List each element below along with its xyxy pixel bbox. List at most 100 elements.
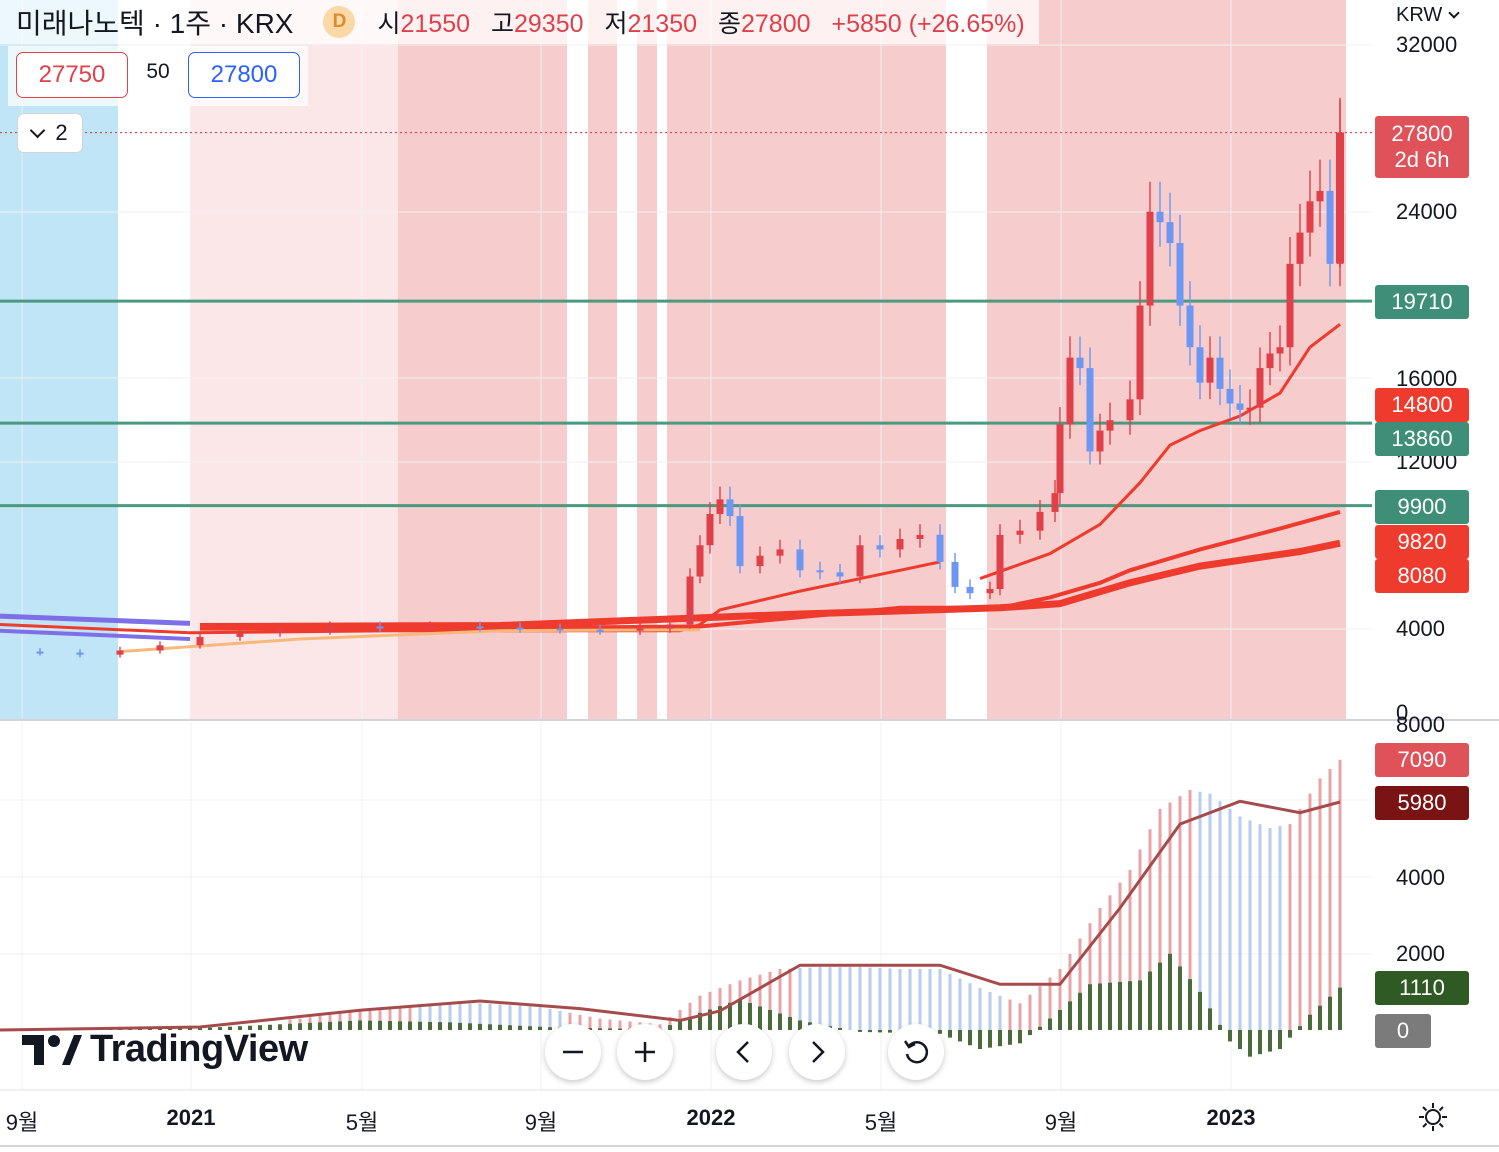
candle-body [1096,430,1104,452]
candle-body [636,628,644,631]
candle-body [516,627,524,630]
reset-chart-button[interactable] [888,1024,944,1080]
zoom-in-button[interactable] [617,1024,673,1080]
time-tick: 9월 [1044,1110,1078,1135]
candle-body [796,549,804,571]
candle-body [856,545,864,577]
level-tag: 9900 [1375,490,1469,524]
candle-body [1126,399,1134,421]
candle-body [996,534,1004,590]
candle-body [1256,368,1264,408]
candle-body [1156,211,1164,223]
candle-body [1056,424,1064,494]
zoom-out-button[interactable] [545,1024,601,1080]
gear-icon[interactable] [1418,1102,1448,1132]
candle-body [836,572,844,577]
session-band [0,0,118,720]
oscillator-tag: 1110 [1375,971,1469,1005]
time-tick: 9월 [5,1110,39,1135]
time-tick: 5월 [864,1110,898,1135]
candle-body [1036,511,1044,531]
candle-body [476,626,484,629]
candle-body [936,534,944,562]
logo-text: TradingView [90,1028,308,1070]
candle-body [1206,357,1214,383]
symbol-title[interactable]: 미래나노텍 · 1주 · KRX [16,8,294,39]
currency-label: KRW [1396,4,1443,26]
candle-body [596,629,604,632]
candle-body [1106,420,1114,431]
time-tick: 2022 [686,1105,736,1130]
candle-body [1196,347,1204,383]
candle-body [1226,388,1234,404]
last-candle-body [1336,132,1344,263]
high-value: 29350 [514,10,584,38]
time-tick: 2023 [1206,1105,1256,1130]
session-band [118,0,190,720]
candle-body [1316,190,1324,202]
candle-body [686,576,694,625]
candle-body [706,513,714,546]
high-label: 고 [490,10,514,38]
zero-tag: 0 [1375,1014,1431,1048]
session-backgrounds [0,0,1346,720]
scroll-right-button[interactable] [789,1024,845,1080]
level-tag: 19710 [1375,285,1469,319]
candle-body [726,499,734,517]
price-tick: 0 [1396,700,1409,725]
level-tag: 13860 [1375,422,1469,456]
candle-body [1051,493,1059,512]
sell-button[interactable]: 27750 [16,52,128,98]
chevron-down-icon [1448,7,1460,19]
signal-tag: 5980 [1375,786,1469,820]
time-tick: 9월 [524,1110,558,1135]
candle-body [1146,211,1154,306]
data-status-badge[interactable]: D [323,6,356,38]
scroll-left-button[interactable] [716,1024,772,1080]
bar-countdown: 2d 6h [1394,147,1450,172]
change-value: +5850 (+26.65%) [831,10,1025,38]
minus-icon [563,1050,583,1054]
candle-body [1086,368,1094,452]
candle-body [1236,403,1244,410]
candle-body [1016,530,1024,535]
volume-tick: 4000 [1396,865,1445,890]
chevron-right-icon [812,1041,825,1063]
low-label: 저 [604,10,628,38]
candle-body [1186,305,1194,348]
candle-body [1216,357,1224,389]
horizontal-levels [0,131,1372,508]
candle-body [556,628,564,631]
buy-button[interactable]: 27800 [188,52,300,98]
grid-lines [0,0,1372,1090]
candle-body [1306,201,1314,233]
plus-icon [635,1042,655,1062]
last-price-value: 27800 [1391,121,1453,146]
session-band [588,0,617,720]
candle-body [1176,243,1184,306]
pane-frame [0,719,1499,1147]
candle-body [816,570,824,573]
candle-body [896,538,904,550]
candle-body [326,626,334,631]
candle-body [1286,263,1294,348]
ma-tag: 8080 [1375,559,1469,593]
candle-body [426,626,434,629]
candle-body [196,636,204,646]
candle-body [116,650,124,655]
candle-body [36,651,44,654]
open-label: 시 [377,10,401,38]
candle-body [1326,190,1334,264]
close-value: 27800 [741,10,811,38]
last-price-tag: 27800 2d 6h [1375,116,1469,178]
candle-body [1266,353,1274,369]
candle-body [776,549,784,556]
candle-body [276,630,284,633]
candle-body [876,545,884,550]
indicators-toggle-button[interactable]: 2 [18,114,82,152]
volume-tag: 7090 [1375,743,1469,777]
tradingview-logo: TradingView [22,1028,308,1071]
ma-purple-line [0,628,191,641]
currency-selector[interactable]: KRW [1396,4,1460,27]
